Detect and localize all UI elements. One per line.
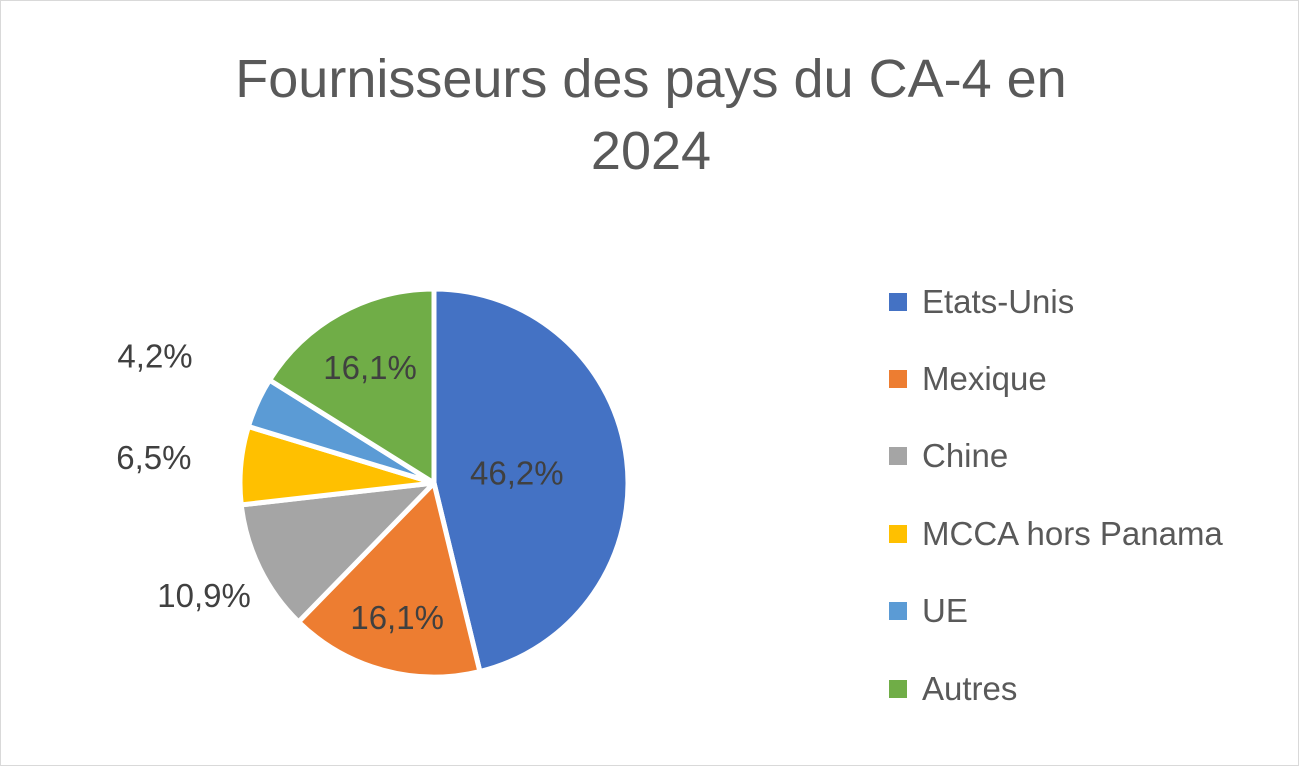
legend-item-autres: Autres — [889, 650, 1223, 727]
legend-label: Mexique — [922, 360, 1047, 398]
legend-item-ue: UE — [889, 573, 1223, 650]
pie-slice-mexique — [296, 480, 483, 680]
data-label-mexique: 16,1% — [350, 599, 444, 636]
data-label-chine: 10,9% — [157, 577, 251, 614]
legend: Etats-Unis Mexique Chine MCCA hors Panama UE… — [889, 263, 1223, 727]
pie-slice-autres — [267, 286, 437, 486]
chart-title: Fournisseurs des pays du CA-4 en 2024 — [101, 43, 1201, 187]
legend-swatch — [889, 370, 907, 389]
legend-label: Etats-Unis — [922, 282, 1075, 320]
legend-swatch — [889, 292, 907, 311]
legend-swatch — [889, 524, 907, 543]
legend-swatch — [889, 679, 907, 698]
data-label-autres: 16,1% — [323, 349, 417, 386]
chart-title-line-1: Fournisseurs des pays du CA-4 en — [235, 49, 1067, 109]
legend-item-mcca-hors-panama: MCCA hors Panama — [889, 495, 1223, 572]
pie-slice-chine — [238, 480, 437, 625]
legend-label: Autres — [922, 669, 1018, 707]
pie-slice-etats-unis — [431, 286, 631, 674]
legend-item-chine: Chine — [889, 418, 1223, 495]
data-label-mcca-hors-panama: 6,5% — [116, 439, 191, 476]
legend-label: MCCA hors Panama — [922, 514, 1223, 552]
legend-label: UE — [922, 592, 968, 630]
data-label-ue: 4,2% — [117, 337, 192, 374]
legend-swatch — [889, 447, 907, 466]
legend-item-etats-unis: Etats-Unis — [889, 263, 1223, 340]
chart-title-line-2: 2024 — [590, 121, 712, 181]
data-label-etats-unis: 46,2% — [470, 455, 564, 492]
legend-label: Chine — [922, 437, 1009, 475]
legend-swatch — [889, 602, 907, 621]
legend-item-mexique: Mexique — [889, 340, 1223, 417]
